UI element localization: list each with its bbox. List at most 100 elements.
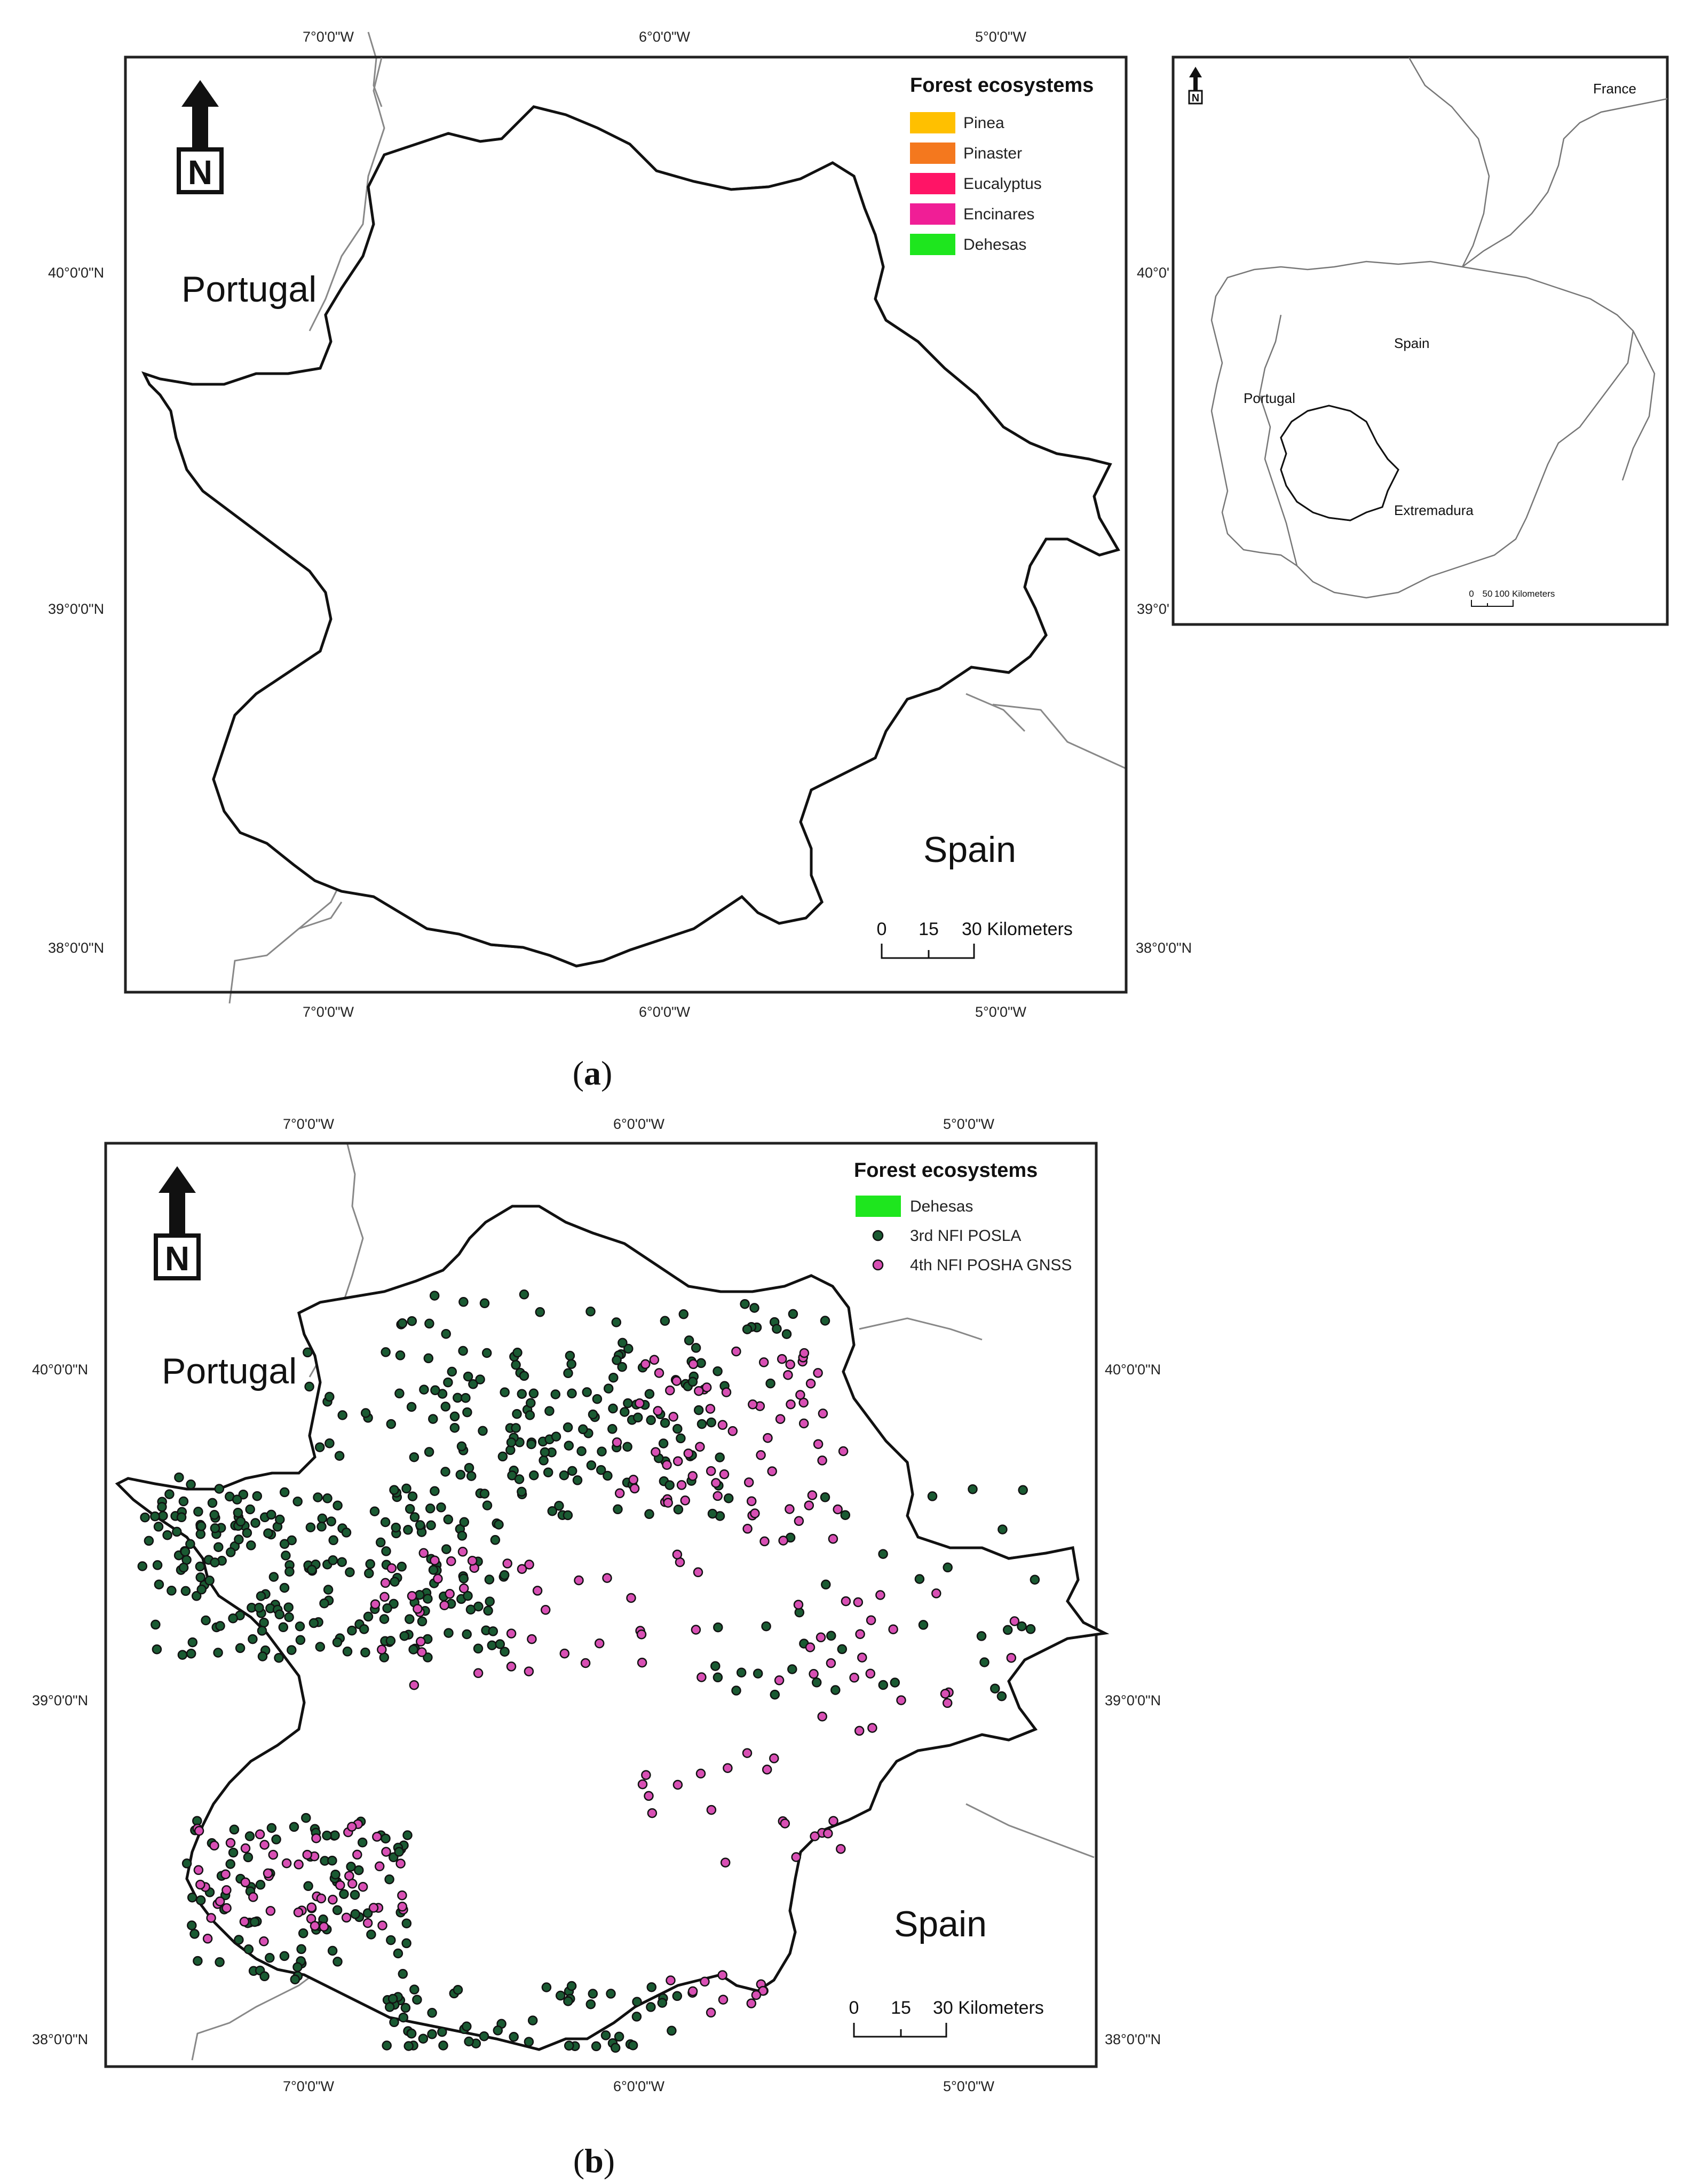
encinar-patch [956, 747, 976, 760]
pinea-patch [1103, 595, 1112, 599]
posla-plot-point [210, 1523, 220, 1533]
posha-plot-point [248, 1892, 258, 1902]
posla-plot-point [429, 1291, 440, 1301]
posla-plot-point [243, 1944, 254, 1954]
posla-plot-point [339, 1889, 349, 1899]
posla-plot-point [150, 1511, 160, 1522]
posla-plot-point [462, 2021, 472, 2031]
posla-plot-point [399, 1631, 409, 1641]
encinar-patch [1044, 587, 1066, 597]
posla-plot-point [693, 1405, 704, 1415]
posha-plot-point [1006, 1652, 1017, 1663]
posha-plot-point [413, 1604, 423, 1614]
posla-plot-point [449, 1411, 460, 1422]
posha-plot-point [676, 1480, 687, 1490]
dehesa-patch [1012, 1288, 1052, 1309]
dehesa-patch [321, 231, 343, 244]
posla-plot-point [347, 1625, 357, 1636]
dehesa-patch [840, 1854, 886, 1878]
legend-b-swatch-0 [856, 1196, 901, 1217]
dehesa-patch [1022, 1745, 1060, 1766]
dehesa-patch [167, 359, 195, 374]
posha-plot-point [259, 1936, 269, 1946]
dehesa-patch [940, 1479, 959, 1488]
encinar-patch [263, 935, 276, 943]
posla-plot-point [319, 1598, 329, 1609]
posha-plot-point [719, 1469, 730, 1479]
posla-plot-point [180, 1546, 191, 1557]
dehesa-patch [1034, 1769, 1058, 1784]
dehesa-patch [988, 271, 1033, 294]
map-frame-b [104, 1142, 1098, 2068]
dehesa-patch [695, 1219, 751, 1250]
posla-plot-point [249, 1917, 260, 1927]
eucalyptus-patch [1058, 566, 1067, 571]
dehesa-patch [161, 900, 200, 931]
dehesa-patch [1058, 1338, 1105, 1364]
posha-plot-point [828, 1816, 838, 1826]
posla-plot-point [407, 1316, 417, 1326]
posha-plot-point [940, 1689, 951, 1699]
posha-plot-point [666, 1975, 676, 1985]
posla-plot-point [479, 1489, 490, 1499]
legend-a: Forest ecosystems Pinea Pinaster Eucalyptu… [910, 74, 1094, 255]
posla-plot-point [207, 1498, 218, 1508]
eucalyptus-patch [1087, 358, 1098, 365]
posha-plot-point [397, 1902, 408, 1912]
posla-plot-point [389, 1485, 399, 1495]
pinea-patch [1051, 592, 1068, 600]
dehesa-patch [195, 197, 235, 228]
dehesa-patch [350, 207, 369, 220]
posla-plot-point [646, 2002, 656, 2012]
dehesa-patch [300, 231, 332, 249]
posha-plot-point [809, 1669, 819, 1679]
dehesa-patch [623, 952, 674, 966]
posha-plot-point [748, 1399, 758, 1410]
dehesa-patch [582, 1206, 607, 1223]
dehesa-patch [228, 1980, 252, 1993]
encinar-patch [273, 349, 296, 360]
inset-frame [1171, 56, 1669, 626]
posla-plot-point [409, 1452, 419, 1462]
posha-plot-point [693, 1567, 703, 1578]
encinar-patch [797, 938, 817, 949]
posha-plot-point [358, 1881, 368, 1892]
posha-plot-point [700, 1976, 710, 1987]
posha-plot-point [430, 1555, 440, 1565]
posla-plot-point [673, 1504, 684, 1515]
posha-plot-point [386, 1563, 397, 1573]
posha-plot-point [875, 1590, 885, 1600]
posha-plot-point [785, 1504, 795, 1514]
posla-plot-point [385, 1636, 396, 1646]
dehesa-patch [272, 598, 304, 612]
dehesa-patch [118, 1860, 153, 1872]
dehesa-patch [325, 127, 369, 159]
pinaster-patch [1063, 428, 1070, 432]
map-frame-a [124, 56, 1128, 994]
posla-plot-point [458, 1346, 468, 1356]
posha-plot-point [865, 1668, 876, 1679]
dehesa-patch [946, 1869, 971, 1886]
lon-label-b-top-0: 7°0'0"W [283, 1116, 335, 1132]
dehesa-patch [117, 1309, 161, 1335]
posla-plot-point [644, 1389, 655, 1399]
pinaster-patch [509, 114, 516, 121]
posla-plot-point [490, 1535, 501, 1545]
posha-plot-point [302, 1849, 312, 1860]
posha-plot-point [362, 1918, 373, 1928]
dehesa-patch [984, 292, 1000, 304]
posha-plot-point [723, 1763, 733, 1773]
dehesa-patch [324, 915, 389, 948]
posla-plot-point [927, 1491, 938, 1501]
dehesa-patch [286, 240, 344, 266]
posha-plot-point [240, 1877, 251, 1888]
posla-plot-point [723, 1493, 734, 1504]
lon-label-top-2: 5°0'0"W [975, 29, 1027, 45]
posla-plot-point [1017, 1621, 1027, 1632]
posla-plot-point [327, 1855, 337, 1866]
posla-plot-point [417, 1616, 428, 1627]
posla-plot-point [275, 1514, 285, 1525]
encinar-patch [896, 288, 915, 300]
dehesa-patch [953, 268, 973, 281]
dehesa-patch [817, 881, 881, 913]
